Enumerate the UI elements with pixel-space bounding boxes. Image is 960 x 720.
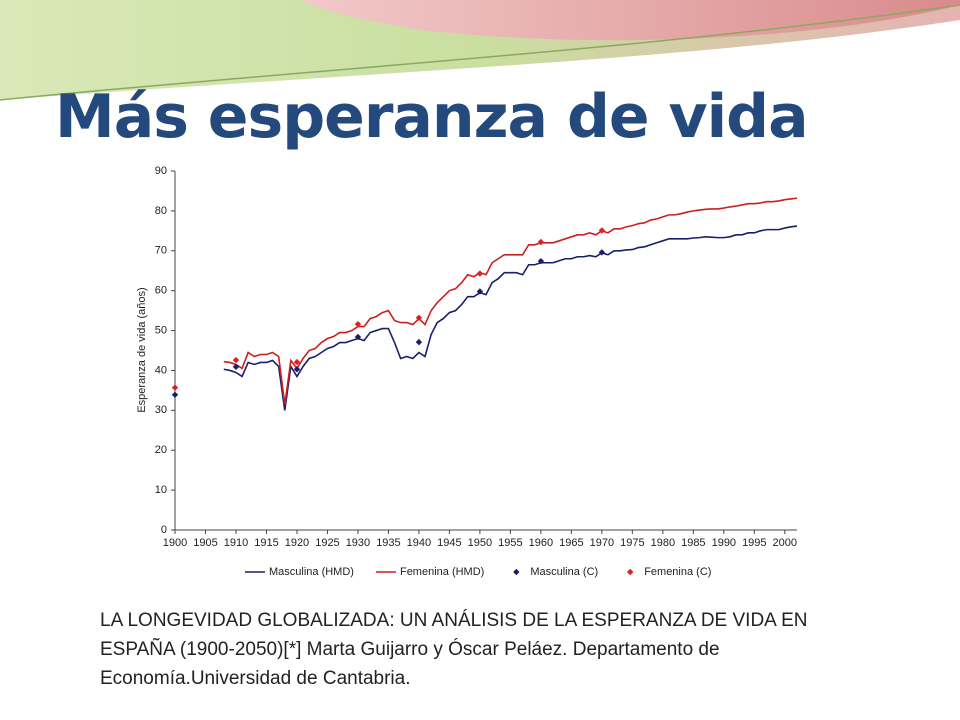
y-tick-label: 20	[155, 444, 167, 456]
header-decoration	[0, 0, 960, 101]
x-tick-label: 1975	[620, 537, 644, 549]
y-tick-label: 30	[155, 404, 167, 416]
y-tick-label: 40	[155, 364, 167, 376]
point	[354, 333, 362, 341]
point	[171, 384, 179, 391]
point	[354, 320, 362, 328]
x-tick-label: 1920	[285, 537, 309, 549]
x-tick-label: 1910	[224, 537, 248, 549]
y-tick-label: 70	[155, 245, 167, 257]
legend-swatch	[626, 568, 634, 576]
x-tick-label: 1950	[468, 537, 492, 549]
y-axis-label: Esperanza de vida (años)	[136, 287, 148, 412]
x-tick-label: 1915	[254, 537, 278, 549]
point	[415, 338, 423, 346]
x-tick-label: 1935	[376, 537, 400, 549]
x-tick-label: 1905	[193, 537, 217, 549]
legend-label: Masculina (HMD)	[269, 566, 354, 578]
x-tick-label: 1925	[315, 537, 339, 549]
chart-background	[120, 150, 820, 585]
x-tick-label: 1930	[346, 537, 370, 549]
legend-label: Masculina (C)	[530, 566, 598, 578]
line	[223, 197, 798, 405]
x-tick-label: 1960	[529, 537, 553, 549]
y-tick-label: 50	[155, 324, 167, 336]
x-tick-label: 1965	[559, 537, 583, 549]
x-tick-label: 1955	[498, 537, 522, 549]
point	[476, 270, 484, 277]
y-tick-label: 80	[155, 205, 167, 217]
x-tick-label: 1970	[590, 537, 614, 549]
x-tick-label: 2000	[773, 537, 797, 549]
x-tick-label: 1980	[651, 537, 675, 549]
x-tick-label: 1940	[407, 537, 431, 549]
swoosh-line	[0, 4, 960, 101]
swoosh-pink	[300, 0, 960, 41]
caption: LA LONGEVIDAD GLOBALIZADA: UN ANÁLISIS D…	[100, 610, 808, 689]
line	[223, 225, 798, 411]
legend-swatch	[513, 568, 520, 576]
x-tick-label: 1995	[742, 537, 766, 549]
y-tick-label: 0	[161, 524, 167, 536]
x-tick-label: 1900	[163, 537, 187, 549]
y-tick-label: 60	[155, 285, 167, 297]
x-tick-label: 1985	[681, 537, 705, 549]
point	[232, 356, 240, 364]
slide-title: Más esperanza de vida	[55, 82, 809, 152]
x-tick-label: 1945	[437, 537, 461, 549]
legend-label: Femenina (C)	[644, 566, 711, 578]
point	[537, 257, 545, 265]
point	[232, 363, 240, 371]
point	[537, 238, 545, 246]
y-tick-label: 90	[155, 165, 167, 177]
legend-label: Femenina (HMD)	[400, 566, 484, 578]
chart: Esperanza de vida (años) 0 10 20 30 40 50 60 70…	[120, 150, 820, 585]
y-tick-label: 10	[155, 484, 167, 496]
x-tick-label: 1990	[712, 537, 736, 549]
